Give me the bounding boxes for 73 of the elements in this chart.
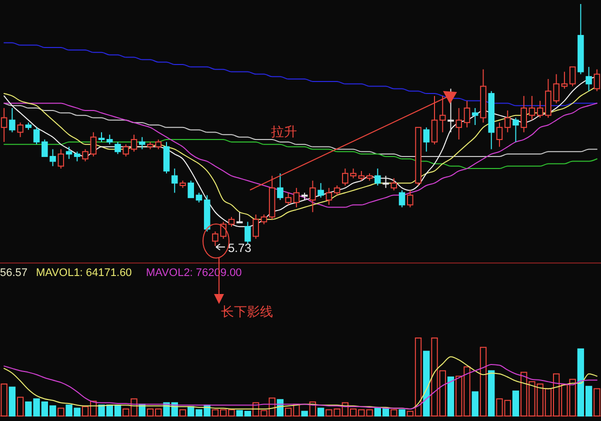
- candlestick: [496, 122, 503, 148]
- candlestick: [130, 134, 138, 152]
- candlestick: [98, 132, 105, 142]
- candlestick: [114, 141, 121, 155]
- bar: [8, 386, 16, 416]
- candlestick: [188, 180, 194, 198]
- candlestick: [569, 66, 576, 87]
- candlestick: [106, 134, 113, 145]
- candlestick: [171, 168, 178, 194]
- candlestick: [536, 100, 544, 118]
- bar: [480, 346, 487, 416]
- annotation: 拉升: [271, 124, 297, 139]
- candlestick: [586, 66, 592, 92]
- candlestick: [82, 148, 88, 162]
- annotation: 5.73: [228, 241, 252, 255]
- candlestick: [431, 95, 438, 145]
- candlestick: [561, 71, 568, 90]
- candlestick: [293, 187, 300, 208]
- candlestick: [423, 126, 430, 152]
- bar: [301, 410, 308, 416]
- candlestick: [398, 190, 406, 208]
- bar: [0, 384, 8, 416]
- candlestick: [464, 100, 470, 128]
- bar: [488, 370, 495, 416]
- candlestick: [374, 168, 381, 186]
- candlestick: [252, 214, 259, 240]
- candlestick: [407, 190, 414, 208]
- candlestick: [33, 126, 40, 145]
- candlestick: [504, 110, 511, 133]
- candlestick: [318, 182, 324, 198]
- candlestick: [512, 117, 519, 142]
- text: MAVOL1: 64171.60: [36, 267, 132, 279]
- candlestick: [196, 192, 202, 203]
- bar: [512, 390, 520, 416]
- candlestick: [326, 187, 332, 206]
- candlestick: [382, 175, 389, 188]
- candlestick: [90, 132, 97, 157]
- candlestick: [260, 214, 268, 225]
- candlestick: [390, 178, 398, 191]
- candlestick: [17, 122, 24, 138]
- candlestick: [310, 180, 316, 213]
- bar: [58, 408, 64, 416]
- candlestick: [448, 88, 454, 133]
- candlestick: [334, 185, 340, 196]
- candlestick: [9, 108, 16, 133]
- candlestick: [277, 172, 284, 201]
- bar: [594, 388, 600, 416]
- bar: [472, 391, 478, 416]
- bar: [423, 350, 430, 416]
- candlestick: [244, 221, 251, 244]
- candlestick: [236, 212, 243, 224]
- bar: [390, 409, 398, 416]
- candlestick: [138, 136, 146, 150]
- candlestick: [472, 108, 478, 126]
- bar: [398, 409, 406, 416]
- candlestick: [74, 151, 80, 162]
- candlestick: [520, 95, 527, 133]
- candlestick: [0, 108, 8, 142]
- candlestick: [66, 146, 72, 160]
- bar: [447, 376, 454, 416]
- candlestick: [122, 144, 130, 157]
- bar: [16, 396, 24, 416]
- candlestick: [456, 108, 462, 140]
- candlestick: [528, 95, 536, 121]
- text: 长下影线: [221, 304, 273, 319]
- candlestick: [228, 216, 235, 228]
- bar: [317, 408, 324, 416]
- candlestick: [285, 192, 292, 206]
- candlestick: [439, 95, 446, 133]
- text: 56.57: [0, 267, 28, 279]
- candlestick: [594, 68, 600, 92]
- bar: [179, 409, 186, 416]
- candlestick: [58, 148, 64, 170]
